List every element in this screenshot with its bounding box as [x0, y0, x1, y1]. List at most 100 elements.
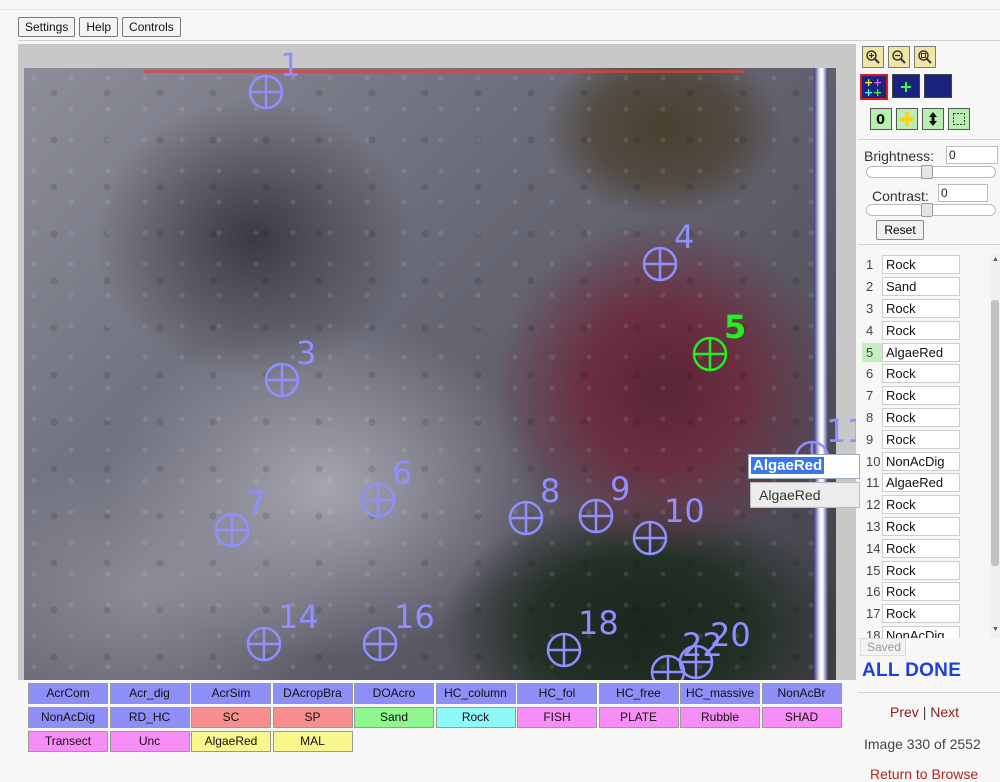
point-label-field[interactable]: Rock [882, 538, 960, 558]
category-button-acr-dig[interactable]: Acr_dig [109, 683, 190, 704]
point-label-field[interactable]: Rock [882, 386, 960, 406]
point-label-field[interactable]: AlgaeRed [882, 342, 960, 362]
select-box-icon[interactable] [948, 108, 970, 130]
brightness-slider-knob[interactable] [921, 165, 933, 179]
category-button-rd-hc[interactable]: RD_HC [109, 707, 190, 728]
contrast-slider-knob[interactable] [921, 203, 933, 217]
scrollbar-thumb[interactable] [991, 300, 999, 566]
brightness-input[interactable]: 0 [946, 146, 998, 164]
reset-button[interactable]: Reset [876, 220, 924, 240]
point-label-field[interactable]: Rock [882, 429, 960, 449]
annotation-point-6[interactable]: 6 [360, 454, 412, 518]
point-label-field[interactable]: AlgaeRed [882, 473, 960, 493]
coral-reef-photo[interactable] [24, 68, 836, 680]
category-button-transect[interactable]: Transect [28, 731, 108, 752]
label-list-scrollbar[interactable]: ▲ ▼ [990, 254, 1000, 638]
crosshair-icon[interactable] [896, 108, 918, 130]
multi-point-icon[interactable]: + + + + [860, 74, 888, 100]
add-point-icon[interactable] [892, 74, 920, 98]
move-vertical-icon[interactable] [922, 108, 944, 130]
annotation-point-7[interactable]: 7 [214, 484, 266, 548]
zero-icon[interactable]: 0 [870, 108, 892, 130]
point-label-field[interactable]: Rock [882, 407, 960, 427]
category-button-dacropbra[interactable]: DAcropBra [272, 683, 353, 704]
category-button-acrsim[interactable]: AcrSim [191, 683, 271, 704]
annotation-point-14[interactable]: 14 [246, 598, 319, 662]
label-row[interactable]: 11 AlgaeRed [862, 472, 990, 494]
settings-button[interactable]: Settings [18, 17, 76, 37]
category-button-rock[interactable]: Rock [435, 707, 516, 728]
label-row[interactable]: 2 Sand [862, 276, 990, 298]
controls-button[interactable]: Controls [122, 17, 181, 37]
annotation-point-5[interactable]: 5 [692, 308, 746, 372]
help-button[interactable]: Help [79, 17, 119, 37]
category-button-doacro[interactable]: DOAcro [354, 683, 434, 704]
scroll-up-icon[interactable]: ▲ [992, 256, 999, 263]
label-row[interactable]: 18 NonAcDig [862, 625, 990, 638]
label-row[interactable]: 12 Rock [862, 494, 990, 516]
annotation-point-4[interactable]: 4 [642, 218, 694, 282]
point-label-field[interactable]: NonAcDig [882, 451, 960, 471]
saved-button[interactable]: Saved [860, 638, 906, 656]
point-label-field[interactable]: Rock [882, 255, 960, 275]
annotation-point-3[interactable]: 3 [264, 334, 316, 398]
annotation-point-18[interactable]: 18 [546, 604, 619, 668]
label-row[interactable]: 14 Rock [862, 537, 990, 559]
category-button-sand[interactable]: Sand [354, 707, 434, 728]
category-button-acrcom[interactable]: AcrCom [28, 683, 108, 704]
category-button-sc[interactable]: SC [191, 707, 271, 728]
category-button-hc-column[interactable]: HC_column [435, 683, 516, 704]
return-to-browse-link[interactable]: Return to Browse [870, 766, 979, 782]
category-button-hc-free[interactable]: HC_free [598, 683, 679, 704]
category-button-hc-fol[interactable]: HC_fol [517, 683, 597, 704]
label-row[interactable]: 6 Rock [862, 363, 990, 385]
label-row[interactable]: 15 Rock [862, 559, 990, 581]
annotation-point-22[interactable]: 22 [650, 626, 723, 680]
point-label-field[interactable]: Rock [882, 604, 960, 624]
category-button-plate[interactable]: PLATE [598, 707, 679, 728]
point-label-field[interactable]: Rock [882, 560, 960, 580]
label-row[interactable]: 9 Rock [862, 428, 990, 450]
prev-link[interactable]: Prev [890, 704, 919, 720]
annotation-point-16[interactable]: 16 [362, 598, 435, 662]
brightness-slider[interactable] [866, 165, 996, 179]
category-button-mal[interactable]: MAL [272, 731, 353, 752]
category-button-nonacdig[interactable]: NonAcDig [28, 707, 108, 728]
label-row[interactable]: 13 Rock [862, 516, 990, 538]
point-label-field[interactable]: Rock [882, 298, 960, 318]
point-label-field[interactable]: Rock [882, 516, 960, 536]
category-button-shad[interactable]: SHAD [761, 707, 842, 728]
point-label-field[interactable]: NonAcDig [882, 625, 960, 638]
scroll-down-icon[interactable]: ▼ [992, 626, 999, 633]
contrast-input[interactable]: 0 [938, 184, 988, 202]
category-button-fish[interactable]: FISH [517, 707, 597, 728]
category-button-nonacbr[interactable]: NonAcBr [761, 683, 842, 704]
label-row[interactable]: 5 AlgaeRed [862, 341, 990, 363]
autocomplete-option[interactable]: AlgaeRed [750, 482, 860, 508]
label-row[interactable]: 3 Rock [862, 298, 990, 320]
next-link[interactable]: Next [930, 704, 960, 720]
annotation-point-9[interactable]: 9 [578, 470, 630, 534]
label-row[interactable]: 16 Rock [862, 581, 990, 603]
label-row[interactable]: 8 Rock [862, 407, 990, 429]
category-button-hc-massive[interactable]: HC_massive [680, 683, 760, 704]
annotation-point-1[interactable]: 1 [248, 46, 300, 110]
label-row[interactable]: 7 Rock [862, 385, 990, 407]
category-button-sp[interactable]: SP [272, 707, 353, 728]
blank-icon[interactable] [924, 74, 952, 98]
label-input[interactable]: AlgaeRed [748, 454, 860, 479]
category-button-rubble[interactable]: Rubble [680, 707, 760, 728]
label-row[interactable]: 17 Rock [862, 603, 990, 625]
category-button-algaered[interactable]: AlgaeRed [191, 731, 271, 752]
point-label-field[interactable]: Rock [882, 364, 960, 384]
zoom-out-icon[interactable] [888, 46, 910, 68]
category-button-unc[interactable]: Unc [109, 731, 190, 752]
label-row[interactable]: 4 Rock [862, 319, 990, 341]
point-label-field[interactable]: Rock [882, 320, 960, 340]
label-row[interactable]: 1 Rock [862, 254, 990, 276]
zoom-in-icon[interactable] [862, 46, 884, 68]
contrast-slider[interactable] [866, 203, 996, 217]
annotation-point-8[interactable]: 8 [508, 472, 560, 536]
